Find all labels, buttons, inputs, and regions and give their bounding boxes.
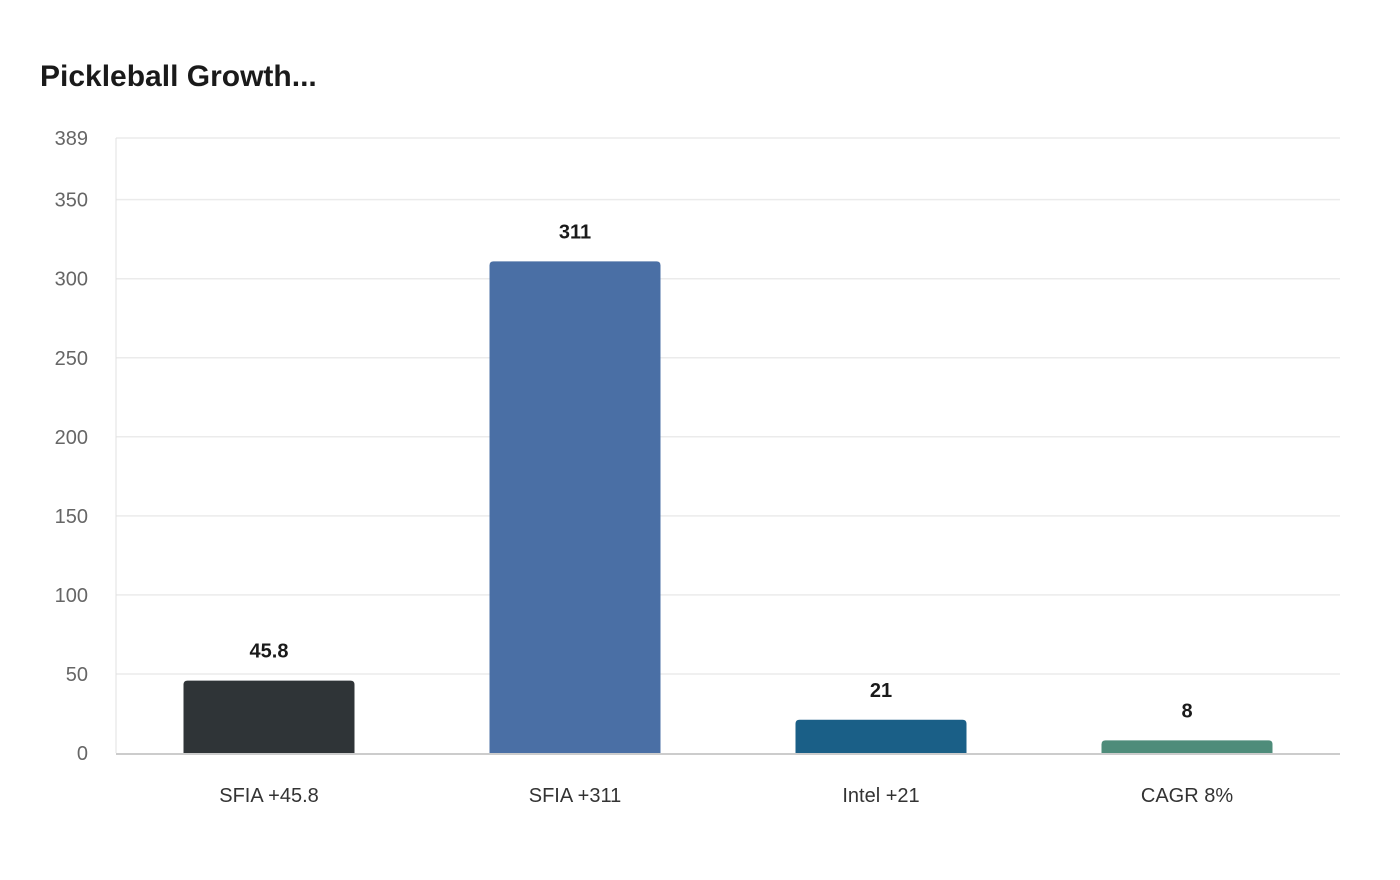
y-tick-label: 150 xyxy=(55,506,88,528)
y-tick-label: 0 xyxy=(77,743,88,765)
data-label: 21 xyxy=(870,680,892,702)
bar xyxy=(795,719,967,753)
x-tick-label: SFIA +311 xyxy=(529,785,621,807)
y-tick-label: 389 xyxy=(55,128,88,150)
x-tick-label: SFIA +45.8 xyxy=(219,785,319,807)
bar xyxy=(183,680,355,753)
bar xyxy=(489,261,661,753)
data-label: 45.8 xyxy=(250,641,289,663)
bar xyxy=(1101,740,1273,753)
data-label: 8 xyxy=(1181,700,1192,722)
y-tick-label: 250 xyxy=(55,348,88,370)
x-tick-label: CAGR 8% xyxy=(1141,785,1233,807)
y-tick-label: 350 xyxy=(55,190,88,212)
y-tick-label: 50 xyxy=(66,664,88,686)
data-label: 311 xyxy=(559,221,591,243)
y-tick-label: 300 xyxy=(55,269,88,291)
chart-title: Pickleball Growth... xyxy=(40,60,317,93)
x-tick-label: Intel +21 xyxy=(842,785,919,807)
y-tick-label: 100 xyxy=(55,585,88,607)
y-tick-label: 200 xyxy=(55,427,88,449)
